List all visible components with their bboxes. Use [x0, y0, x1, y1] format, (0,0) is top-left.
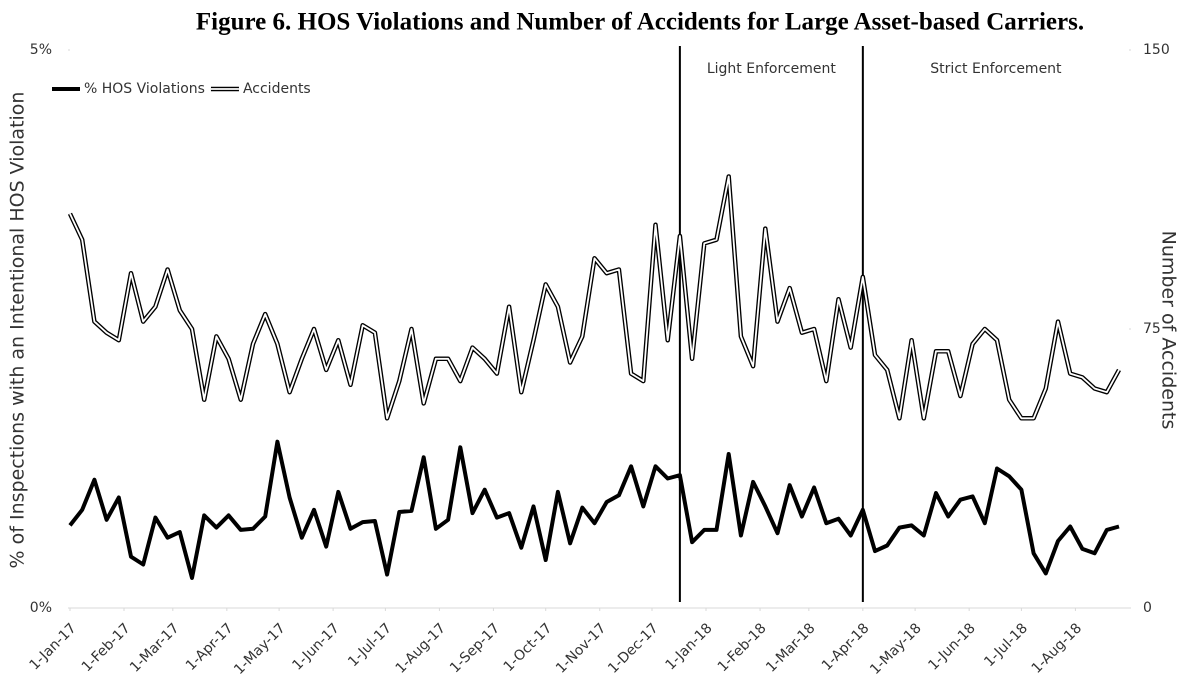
chart-title: Figure 6. HOS Violations and Number of A… [196, 9, 1084, 36]
series-line [69, 175, 1120, 420]
x-tick-label: 1-Nov-17 [553, 620, 609, 676]
series-line [68, 439, 1120, 580]
y-axis-label: % of Inspections with an Intentional HOS… [7, 92, 29, 569]
y2-tick-label: 150 [1143, 42, 1170, 58]
x-tick-label: 1-Jan-17 [26, 620, 79, 673]
x-tick-label: 1-Apr-18 [819, 620, 873, 674]
series-outline [67, 174, 1121, 421]
x-tick-label: 1-Jul-18 [981, 620, 1031, 670]
x-tick-label: 1-Oct-17 [501, 620, 556, 675]
x-tick-label: 1-Apr-17 [183, 620, 237, 674]
y2-axis-label: Number of Accidents [1158, 231, 1180, 430]
y2-tick-label: 0 [1143, 600, 1152, 616]
y-tick-label: 0% [30, 600, 52, 616]
x-tick-label: 1-May-17 [231, 620, 289, 678]
x-tick-label: 1-Jan-18 [663, 620, 716, 673]
x-tick-label: 1-Mar-17 [127, 620, 182, 675]
x-tick-label: 1-Aug-18 [1029, 620, 1085, 676]
x-tick-label: 1-Sep-17 [447, 620, 503, 676]
x-tick-label: 1-Aug-17 [393, 620, 449, 676]
phase-label: Strict Enforcement [930, 61, 1062, 77]
x-tick-label: 1-Dec-17 [605, 620, 662, 677]
x-tick-label: 1-Jun-17 [289, 620, 342, 673]
x-tick-label: 1-Jul-17 [345, 620, 395, 670]
legend-label: % HOS Violations [84, 81, 205, 97]
y2-tick-label: 75 [1143, 321, 1161, 337]
x-tick-label: 1-Feb-17 [79, 620, 134, 675]
phase-label: Light Enforcement [707, 61, 836, 77]
x-tick-label: 1-Jun-18 [925, 620, 978, 673]
legend-label: Accidents [243, 81, 311, 97]
y-tick-label: 5% [30, 42, 52, 58]
x-tick-label: 1-Mar-18 [763, 620, 818, 675]
x-tick-label: 1-May-18 [867, 620, 925, 678]
x-tick-label: 1-Feb-18 [715, 620, 770, 675]
